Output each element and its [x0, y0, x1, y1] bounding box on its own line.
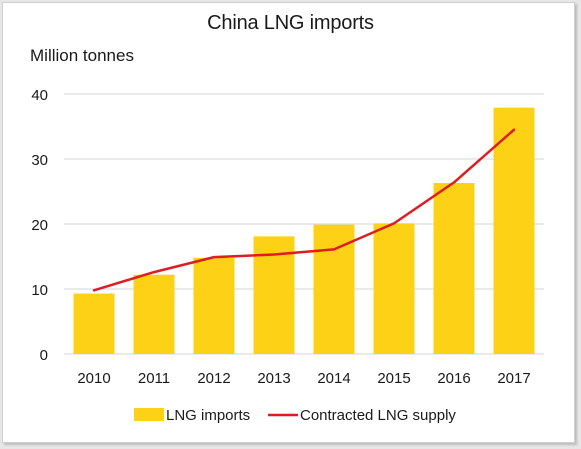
bars: [73, 107, 535, 355]
y-ticks: 0 10 20 30 40: [31, 87, 48, 364]
bar-2014: [313, 224, 355, 354]
y-axis-label: Million tonnes: [30, 46, 134, 65]
x-tick-label: 2011: [138, 370, 170, 387]
x-tick-label: 2010: [77, 370, 110, 387]
y-tick-label: 30: [31, 152, 48, 169]
x-tick-label: 2016: [437, 370, 470, 387]
y-tick-label: 20: [31, 217, 48, 234]
x-tick-label: 2013: [257, 370, 290, 387]
x-tick-label: 2014: [317, 370, 350, 387]
chart-card: [2, 2, 575, 443]
bar-2012: [193, 257, 235, 354]
legend-label-lng-imports: LNG imports: [166, 407, 250, 424]
x-tick-label: 2012: [197, 370, 230, 387]
chart-title: China LNG imports: [207, 12, 374, 34]
contracted-line: [92, 128, 516, 292]
bar-2010: [73, 293, 115, 354]
contracted-supply-line: [92, 128, 516, 292]
y-tick-label: 0: [40, 347, 48, 364]
x-tick-label: 2017: [497, 370, 530, 387]
bar-2011: [133, 274, 175, 354]
bar-2015: [373, 223, 415, 354]
x-ticks: 2010 2011 2012 2013 2014 2015 2016 2017: [77, 370, 530, 387]
x-tick-label: 2015: [377, 370, 410, 387]
bar-2017: [493, 107, 535, 355]
legend-swatch-lng-imports: [134, 408, 164, 421]
legend: LNG imports Contracted LNG supply: [134, 407, 456, 424]
y-tick-label: 10: [31, 282, 48, 299]
bar-2016: [433, 183, 475, 354]
legend-label-contracted: Contracted LNG supply: [300, 407, 456, 424]
y-tick-label: 40: [31, 87, 48, 104]
